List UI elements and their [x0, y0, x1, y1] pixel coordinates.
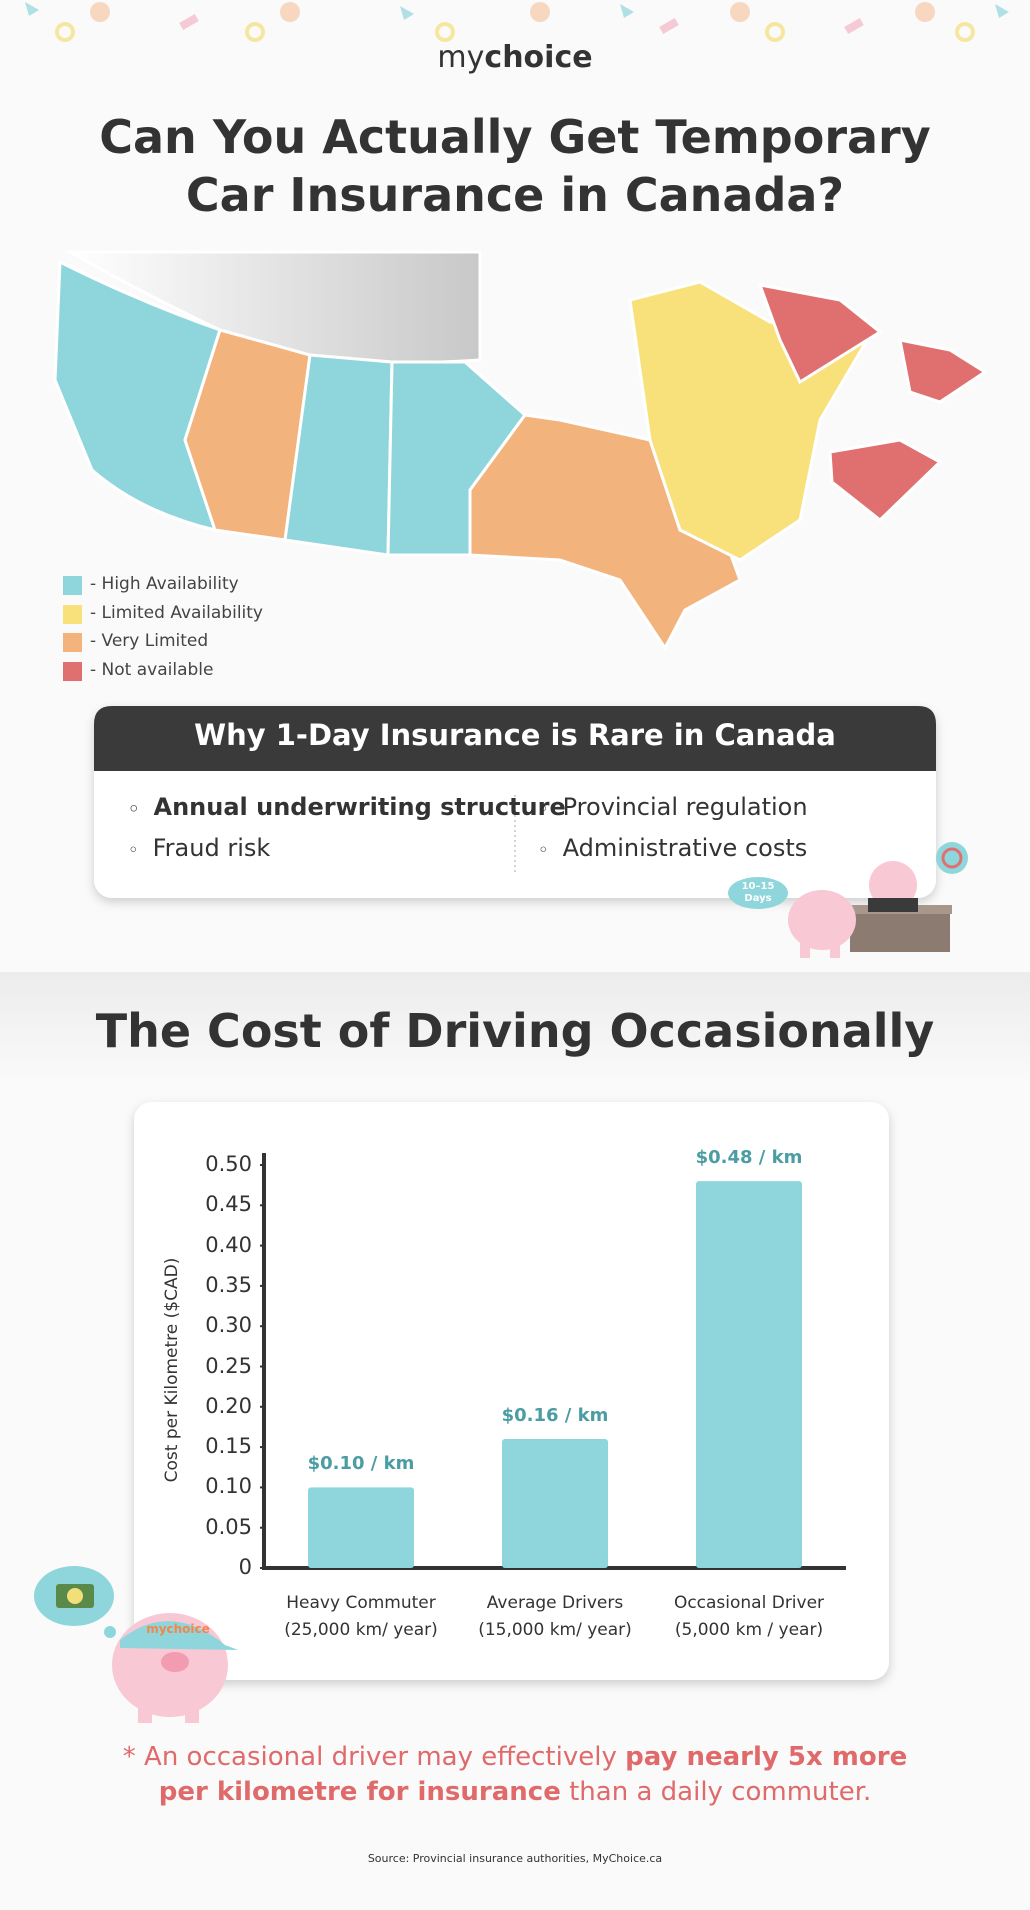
y-tick-label: 0 [238, 1555, 252, 1579]
y-tick-label: 0.35 [205, 1272, 252, 1297]
pig-cap [34, 1566, 238, 1723]
bar [502, 1439, 608, 1568]
y-tick-label: 0.20 [205, 1393, 252, 1418]
value-label: $0.48 / km [695, 1147, 803, 1169]
x-tick-label: Occasional Driver (5,000 km / year) [673, 1593, 825, 1640]
legend-swatch [63, 576, 82, 595]
chart [260, 1153, 846, 1570]
why-header [94, 706, 936, 771]
y-tick-label: 0.05 [205, 1514, 252, 1539]
y-tick-label: 0.10 [205, 1474, 252, 1499]
bar [308, 1487, 414, 1568]
cap-logo: mychoice [146, 1622, 210, 1636]
footnote-emphasis: pay nearly 5x more per kilometre for ins… [158, 1742, 908, 1807]
source: Source: Provincial insurance authorities… [367, 1852, 663, 1865]
canada-map [53, 250, 988, 651]
bullet: Fraud risk [128, 834, 271, 862]
y-tick-label: 0.40 [205, 1232, 252, 1257]
legend-label: - Very Limited [90, 631, 209, 651]
y-tick-label: 0.25 [205, 1353, 252, 1378]
y-tick-label: 0.15 [205, 1434, 252, 1459]
bullet: Administrative costs [538, 834, 808, 862]
logo: mychoice [0, 40, 1030, 75]
x-tick-label: Heavy Commuter (25,000 km/ year) [284, 1593, 438, 1640]
logo-choice: choice [484, 40, 593, 75]
cost-title: The Cost of Driving Occasionally [95, 1004, 935, 1058]
legend-label: - Not available [90, 659, 214, 680]
legend-swatch [63, 661, 82, 681]
pig-desk [728, 842, 968, 958]
legend-label: - Limited Availability [90, 602, 263, 623]
footnote-text: * An occasional driver may effectively [122, 1742, 626, 1772]
y-tick-label: 0.50 [205, 1152, 252, 1176]
why-title: Why 1-Day Insurance is Rare in Canada [194, 718, 836, 752]
value-label: $0.16 / km [501, 1405, 609, 1427]
y-tick-label: 0.45 [205, 1192, 252, 1217]
title-line1: Can You Actually Get Temporary [99, 110, 931, 164]
y-axis-label: Cost per Kilometre ($CAD) [162, 1257, 182, 1483]
y-tick-label: 0.30 [205, 1313, 252, 1338]
badge-line: 10–15 [741, 881, 775, 892]
bar [696, 1181, 802, 1568]
legend-label: - High Availability [90, 574, 239, 594]
badge: 10–15 Days [738, 881, 778, 905]
footnote-text: than a daily commuter. [560, 1777, 872, 1807]
legend-swatch [63, 633, 82, 652]
title-line2: Car Insurance in Canada? [185, 168, 845, 222]
logo-my: my [437, 40, 485, 75]
bullet: Annual underwriting structure [128, 793, 566, 821]
legend-swatch [63, 604, 82, 624]
bullet: Provincial regulation [538, 793, 808, 821]
confetti [25, 2, 1009, 42]
badge-line: Days [744, 893, 772, 904]
x-tick-label: Average Drivers (15,000 km/ year) [478, 1593, 632, 1640]
footnote: * An occasional driver may effectively p… [100, 1740, 930, 1810]
value-label: $0.10 / km [307, 1453, 415, 1475]
